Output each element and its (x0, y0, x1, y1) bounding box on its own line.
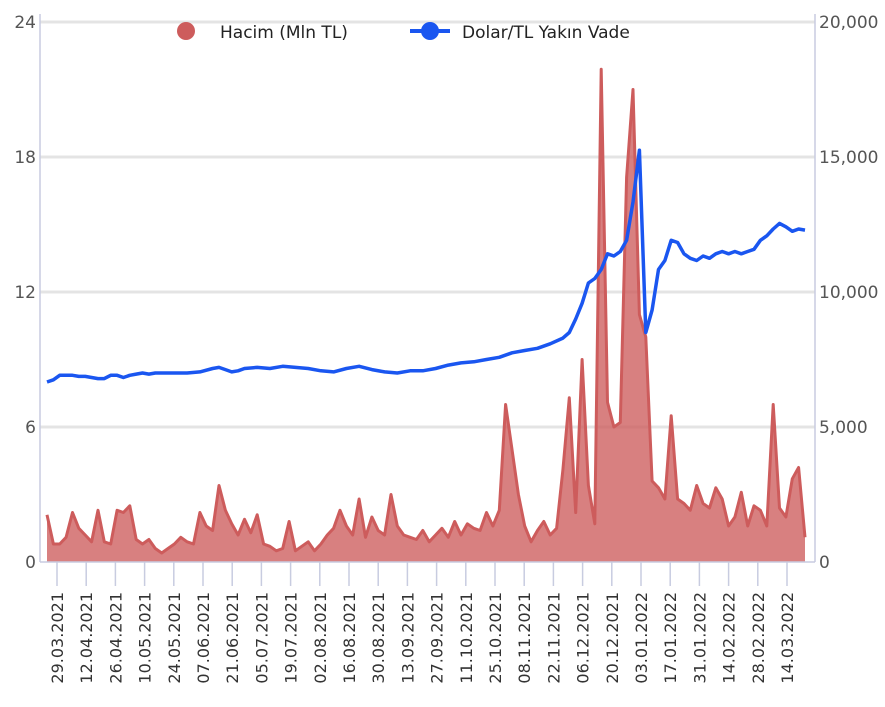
x-tick-label: 24.05.2021 (165, 592, 184, 684)
x-tick-label: 31.01.2022 (690, 592, 709, 684)
x-tick-label: 11.10.2021 (457, 592, 476, 684)
x-tick-label: 02.08.2021 (311, 592, 330, 684)
legend[interactable]: Hacim (Mln TL) Dolar/TL Yakın Vade (177, 22, 630, 43)
x-tick-label: 06.12.2021 (574, 592, 593, 684)
y-left-tick-label: 6 (25, 418, 36, 438)
x-tick-label: 21.06.2021 (223, 592, 242, 684)
x-tick-label: 29.03.2021 (48, 592, 67, 684)
x-tick-label: 03.01.2022 (632, 592, 651, 684)
usdtry-line-layer (46, 148, 806, 384)
x-tick-label: 12.04.2021 (77, 592, 96, 684)
x-tick-label: 26.04.2021 (106, 592, 125, 684)
volume-series-line (45, 67, 807, 555)
legend-usdtry-label[interactable]: Dolar/TL Yakın Vade (462, 23, 630, 43)
y-left-tick-label: 24 (14, 13, 36, 33)
x-tick-label: 13.09.2021 (398, 592, 417, 684)
x-tick-label: 05.07.2021 (252, 592, 271, 684)
y-right-tick-label: 15,000 (819, 148, 878, 168)
volume-area-fill (47, 69, 805, 563)
legend-volume-marker (177, 22, 195, 40)
volume-area-layer (45, 67, 807, 563)
x-tick-label: 14.03.2022 (778, 592, 797, 684)
y-left-tick-label: 0 (25, 553, 36, 573)
x-tick-label: 08.11.2021 (515, 592, 534, 684)
x-tick-label: 28.02.2022 (749, 592, 768, 684)
y-right-tick-label: 5,000 (819, 418, 868, 438)
axes: 0 6 12 18 24 0 5,000 10,000 15,000 20,000 29.03.20… (14, 13, 878, 684)
x-tick-label: 17.01.2022 (661, 592, 680, 684)
x-tick-label: 22.11.2021 (544, 592, 563, 684)
usdtry-series-line (46, 148, 806, 384)
y-left-tick-label: 18 (14, 148, 36, 168)
y-left-tick-label: 12 (14, 283, 36, 303)
x-tick-label: 27.09.2021 (428, 592, 447, 684)
y-right-tick-label: 20,000 (819, 13, 878, 33)
legend-volume-label[interactable]: Hacim (Mln TL) (220, 23, 348, 43)
y-right-tick-label: 0 (819, 553, 830, 573)
x-tick-label: 25.10.2021 (486, 592, 505, 684)
gridlines (40, 20, 815, 564)
x-tick-label: 19.07.2021 (282, 592, 301, 684)
x-tick-label: 30.08.2021 (369, 592, 388, 684)
x-tick-label: 07.06.2021 (194, 592, 213, 684)
x-tick-label: 14.02.2022 (720, 592, 739, 684)
y-right-tick-label: 10,000 (819, 283, 878, 303)
x-tick-label: 20.12.2021 (603, 592, 622, 684)
legend-usdtry-marker (421, 22, 439, 40)
x-tick-label: 10.05.2021 (136, 592, 155, 684)
x-tick-label: 16.08.2021 (340, 592, 359, 684)
